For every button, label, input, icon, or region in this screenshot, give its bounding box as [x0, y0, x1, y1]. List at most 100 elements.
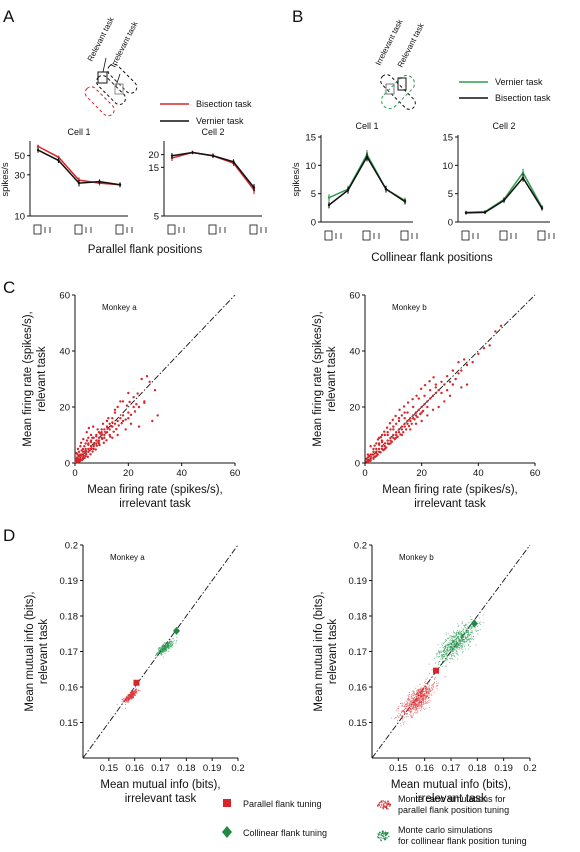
mc-simulation-point: [433, 691, 435, 693]
mc-simulation-point: [456, 635, 458, 637]
mc-simulation-point: [449, 651, 451, 653]
mc-simulation-point: [419, 688, 421, 690]
data-point: [124, 418, 127, 421]
data-point: [118, 183, 122, 186]
mc-simulation-point: [164, 646, 166, 648]
y-tick-label: 50: [14, 151, 25, 162]
mc-simulation-point: [158, 647, 160, 649]
mc-simulation-point: [173, 637, 175, 639]
mc-simulation-point: [447, 637, 449, 639]
mc-simulation-point: [448, 638, 450, 640]
mc-simulation-point: [456, 630, 458, 632]
mc-simulation-point: [417, 689, 419, 691]
mc-simulation-point: [124, 699, 126, 701]
mc-simulation-point: [432, 685, 434, 687]
mc-simulation-point: [464, 648, 466, 650]
x-tick-label: 0.2: [231, 763, 244, 774]
mc-simulation-point: [464, 641, 466, 643]
mc-simulation-point: [448, 654, 450, 656]
data-point: [111, 436, 114, 439]
legend-cloud-dot: [385, 834, 387, 836]
mc-simulation-point: [409, 706, 411, 708]
data-point: [98, 443, 101, 447]
mc-simulation-point: [401, 711, 403, 713]
legend-cloud-dot: [382, 804, 385, 806]
mc-simulation-point: [127, 694, 129, 696]
legend-cloud-dot: [382, 830, 384, 832]
mc-simulation-point: [428, 702, 430, 704]
mc-simulation-point: [464, 633, 466, 635]
mc-simulation-point: [436, 686, 438, 688]
mc-simulation-point: [427, 696, 429, 698]
mc-simulation-point: [406, 700, 408, 702]
mc-simulation-point: [450, 636, 452, 638]
mc-simulation-point: [458, 646, 460, 648]
mc-simulation-point: [408, 699, 410, 701]
chart-d-monkey-a: Monkey a 0.15 0.16 0.17 0.18 0.19 0.2 0.15 0.16 0…: [24, 541, 245, 806]
mc-simulation-point: [127, 702, 129, 704]
data-point: [119, 400, 122, 403]
schematic-a-irrelevant-label: Irrelevant task: [109, 19, 140, 69]
legend-cloud-dot: [380, 833, 383, 835]
mc-simulation-point: [445, 665, 447, 667]
mc-simulation-point: [432, 683, 434, 685]
mc-simulation-point: [416, 701, 418, 703]
mc-simulation-point: [426, 682, 428, 684]
mc-simulation-point: [164, 652, 166, 654]
data-point: [403, 417, 406, 420]
flank-glyph: [461, 230, 470, 241]
mc-simulation-point: [399, 715, 401, 717]
mc-simulation-point: [171, 643, 173, 645]
data-point: [346, 189, 350, 192]
mc-simulation-point: [172, 638, 174, 640]
mc-simulation-point: [126, 697, 128, 699]
mc-simulation-point: [454, 646, 456, 648]
panel-label-c: C: [3, 278, 15, 297]
mc-simulation-point: [170, 640, 172, 642]
mc-simulation-point: [438, 650, 440, 652]
data-point: [95, 439, 98, 442]
mc-simulation-point: [168, 645, 170, 647]
data-point: [377, 447, 381, 451]
y-tick-label: 0.16: [60, 683, 79, 694]
mc-simulation-point: [124, 697, 126, 699]
data-point: [76, 460, 79, 463]
mc-simulation-point: [425, 690, 427, 692]
mc-simulation-point: [394, 718, 396, 720]
data-point: [394, 422, 398, 425]
mc-simulation-point: [410, 711, 412, 713]
data-point: [411, 397, 414, 401]
mc-simulation-point: [418, 692, 420, 694]
mc-simulation-point: [418, 703, 420, 705]
y-tick-label: 10: [14, 212, 25, 223]
mc-simulation-point: [436, 688, 438, 690]
mc-simulation-point: [442, 661, 444, 663]
mc-simulation-point: [416, 703, 418, 705]
mc-simulation-point: [421, 698, 423, 700]
mc-simulation-point: [418, 697, 420, 699]
y-tick-label: 0.17: [60, 647, 79, 658]
mc-simulation-point: [463, 638, 465, 640]
mc-simulation-point: [137, 690, 139, 692]
mc-simulation-point: [415, 694, 417, 696]
mc-simulation-point: [401, 709, 403, 711]
mc-simulation-point: [446, 654, 448, 656]
mc-simulation-point: [458, 648, 460, 650]
mc-simulation-point: [439, 650, 441, 652]
x-tick-label: 20: [123, 468, 134, 479]
mc-simulation-point: [401, 702, 403, 704]
mc-simulation-point: [465, 637, 467, 639]
data-point: [386, 431, 389, 434]
legend-cloud-dot: [386, 807, 388, 810]
mc-simulation-point: [162, 643, 164, 645]
mc-simulation-point: [413, 698, 415, 700]
mc-simulation-point: [412, 695, 414, 697]
mc-simulation-point: [411, 708, 413, 710]
data-point: [369, 453, 372, 456]
y-tick-label: 10: [305, 161, 316, 172]
chart-title: Monkey b: [392, 303, 427, 312]
mc-simulation-point: [408, 696, 410, 698]
mc-simulation-point: [415, 704, 417, 706]
mc-simulation-point: [455, 632, 457, 634]
